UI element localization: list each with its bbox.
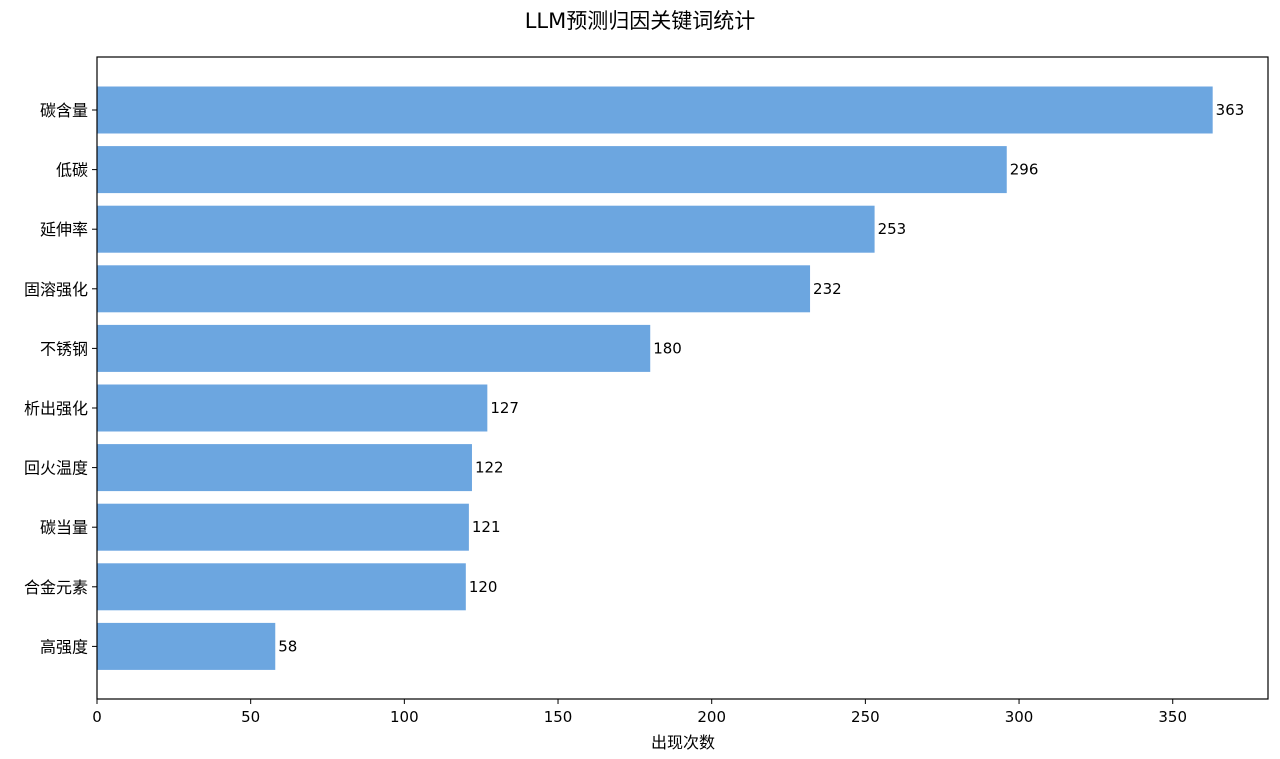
category-label: 高强度 (40, 637, 88, 656)
category-label: 低碳 (56, 161, 88, 180)
data-label: 58 (278, 637, 297, 655)
category-label: 碳含量 (40, 101, 88, 120)
data-label: 122 (475, 459, 504, 477)
category-label: 不锈钢 (40, 339, 88, 358)
bar (97, 384, 488, 432)
bar (97, 563, 466, 611)
x-tick-label: 300 (1005, 708, 1034, 726)
data-label: 296 (1010, 161, 1039, 179)
data-label: 232 (813, 280, 842, 298)
category-label: 析出强化 (24, 399, 88, 418)
bar (97, 205, 875, 253)
x-tick-label: 50 (241, 708, 260, 726)
bar (97, 622, 276, 670)
bar (97, 146, 1007, 194)
bar (97, 265, 811, 313)
chart-title: LLM预测归因关键词统计 (525, 9, 756, 33)
x-axis-label: 出现次数 (651, 733, 715, 752)
x-tick-label: 250 (851, 708, 880, 726)
plot-frame (96, 56, 1269, 700)
bars-group (97, 86, 1213, 670)
x-tick-label: 350 (1158, 708, 1187, 726)
category-label: 延伸率 (40, 220, 88, 239)
data-label: 127 (490, 399, 519, 417)
bar (97, 444, 472, 492)
category-label: 固溶强化 (24, 280, 88, 299)
bar (97, 503, 469, 551)
x-tick-label: 150 (544, 708, 573, 726)
data-label: 363 (1216, 101, 1245, 119)
x-tick-label: 0 (92, 708, 102, 726)
x-axis-ticks-group: 0 50 100 150 200 250 300 350 (92, 699, 1187, 726)
data-label: 253 (878, 220, 907, 238)
bar (97, 324, 651, 372)
data-label: 180 (653, 339, 682, 357)
category-label: 合金元素 (24, 578, 88, 597)
data-label: 121 (472, 518, 501, 536)
x-tick-label: 100 (390, 708, 419, 726)
bar (97, 86, 1213, 134)
x-tick-label: 200 (697, 708, 726, 726)
category-label: 碳当量 (40, 518, 88, 537)
data-label: 120 (469, 578, 498, 596)
data-labels-group: 363 296 253 232 180 127 122 121 120 58 (278, 101, 1244, 655)
category-label: 回火温度 (24, 459, 88, 478)
